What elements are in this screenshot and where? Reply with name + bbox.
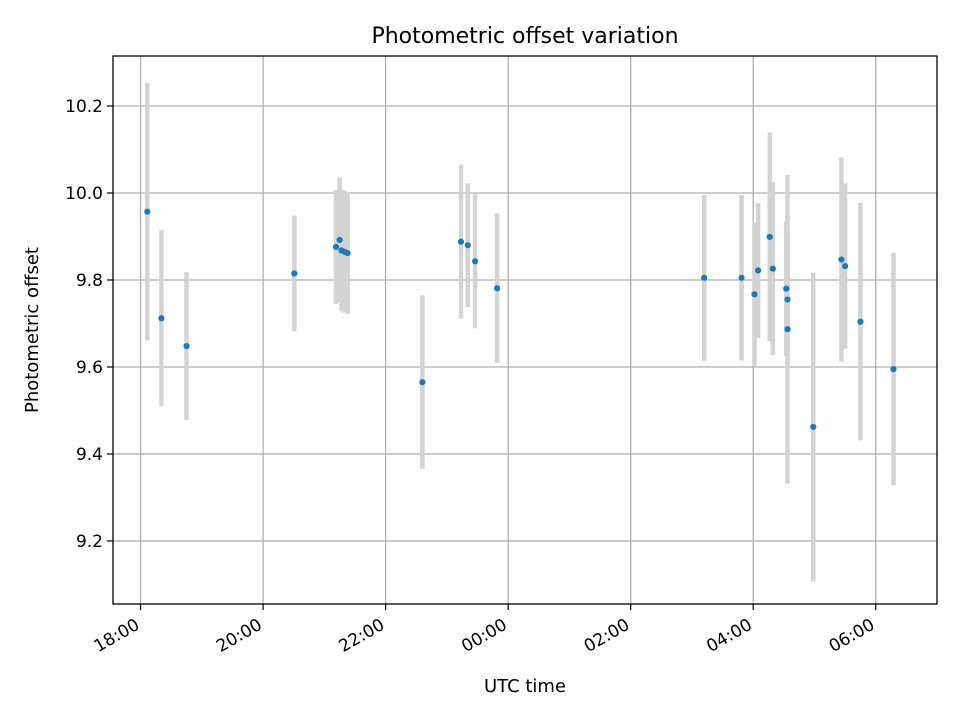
- data-point: [336, 236, 343, 244]
- data-points: [144, 208, 897, 431]
- chart-title: Photometric offset variation: [371, 24, 678, 49]
- data-point: [784, 296, 791, 303]
- x-tick-label: 18:00: [91, 615, 143, 657]
- x-tick-label: 06:00: [826, 615, 878, 657]
- x-axis-label: UTC time: [484, 676, 566, 697]
- data-point: [784, 326, 791, 333]
- data-point: [751, 291, 758, 298]
- data-point: [464, 242, 471, 249]
- y-tick-label: 10.2: [65, 97, 103, 117]
- y-axis: 9.2 9.4 9.6 9.8 10.0 10.2: [65, 97, 113, 552]
- data-point: [838, 256, 845, 263]
- data-point: [419, 379, 426, 386]
- data-point: [291, 270, 298, 277]
- data-point: [842, 262, 849, 270]
- y-axis-label: Photometric offset: [22, 247, 43, 413]
- x-tick-label: 04:00: [703, 615, 755, 657]
- data-point: [769, 265, 776, 272]
- data-point: [766, 233, 773, 241]
- x-axis: 18:00 20:00 22:00 00:00 02:00 04:00 06:00: [91, 604, 878, 657]
- y-tick-label: 9.2: [76, 532, 103, 552]
- y-tick-label: 10.0: [65, 184, 103, 204]
- data-point: [890, 366, 897, 373]
- data-point: [755, 267, 762, 274]
- y-tick-label: 9.8: [76, 271, 103, 291]
- data-point: [738, 274, 745, 281]
- data-point: [701, 274, 708, 281]
- data-point: [471, 258, 479, 265]
- data-point: [344, 249, 351, 257]
- data-point: [332, 243, 340, 251]
- y-tick-label: 9.4: [76, 445, 103, 465]
- data-point: [783, 285, 790, 292]
- data-point: [183, 342, 190, 350]
- error-bars: [145, 82, 896, 582]
- x-tick-label: 20:00: [213, 615, 265, 657]
- data-point: [457, 238, 465, 245]
- data-point: [158, 315, 165, 322]
- x-tick-label: 02:00: [581, 615, 633, 657]
- x-tick-label: 00:00: [458, 615, 510, 657]
- data-point: [857, 318, 864, 325]
- plot-frame: [112, 55, 938, 605]
- data-point: [810, 423, 817, 431]
- x-tick-label: 22:00: [336, 615, 388, 657]
- data-point: [494, 285, 501, 292]
- data-point: [144, 208, 151, 215]
- y-tick-label: 9.6: [76, 358, 103, 378]
